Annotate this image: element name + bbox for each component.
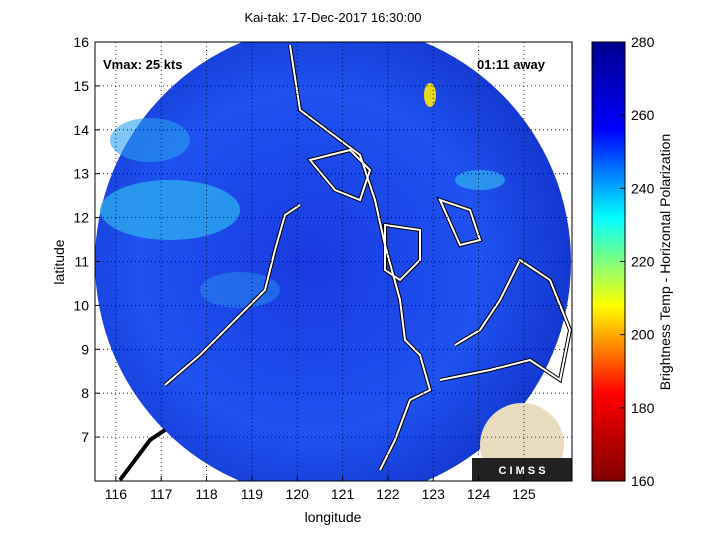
colorbar-tick-label: 240 [631, 180, 655, 196]
y-tick-label: 14 [73, 122, 89, 138]
warm-area [110, 118, 190, 162]
y-axis-label: latitude [51, 239, 67, 284]
logo-text: C I M S S [498, 465, 545, 477]
coastline [119, 44, 572, 481]
radar-field: C I M S S [95, 42, 572, 481]
colorbar-tick-label: 160 [631, 473, 655, 489]
y-tick-label: 13 [73, 166, 89, 182]
colorbar-label: Brightness Temp - Horizontal Polarizatio… [657, 134, 673, 391]
logo-band [472, 458, 572, 481]
y-tick-label: 15 [73, 78, 89, 94]
annotation: Vmax: 25 kts [103, 57, 183, 72]
x-tick-label: 124 [467, 486, 491, 502]
swath [95, 42, 571, 481]
y-tick-label: 10 [73, 297, 89, 313]
y-tick-label: 9 [81, 341, 89, 357]
x-tick-label: 123 [422, 486, 446, 502]
y-tick-label: 11 [74, 254, 89, 270]
x-tick-label: 120 [286, 486, 310, 502]
x-tick-label: 116 [105, 486, 128, 502]
y-tick-label: 8 [81, 385, 89, 401]
y-tick-label: 12 [73, 210, 89, 226]
colorbar-tick-label: 280 [631, 34, 655, 50]
colorbar-tick-label: 180 [631, 400, 655, 416]
colorbar [591, 41, 626, 482]
y-tick-label: 16 [73, 34, 89, 50]
logo: C I M S S [472, 403, 572, 481]
x-tick-label: 118 [195, 486, 218, 502]
colorbar-tick-label: 220 [631, 254, 655, 270]
y-tick-label: 7 [81, 429, 89, 445]
x-axis-label: longitude [305, 509, 362, 525]
x-tick-label: 117 [150, 486, 173, 502]
chart-title: Kai-tak: 17-Dec-2017 16:30:00 [244, 10, 421, 25]
annotation: 01:11 away [477, 57, 546, 72]
warm-area [200, 272, 280, 308]
colorbar-tick-label: 200 [631, 327, 655, 343]
x-tick-label: 122 [376, 486, 400, 502]
hot-spot [424, 83, 436, 107]
warm-area [455, 170, 505, 190]
x-tick-label: 119 [241, 486, 264, 502]
warm-area [100, 180, 240, 240]
x-tick-label: 121 [331, 486, 355, 502]
x-tick-label: 125 [512, 486, 536, 502]
colorbar-tick-label: 260 [631, 107, 655, 123]
